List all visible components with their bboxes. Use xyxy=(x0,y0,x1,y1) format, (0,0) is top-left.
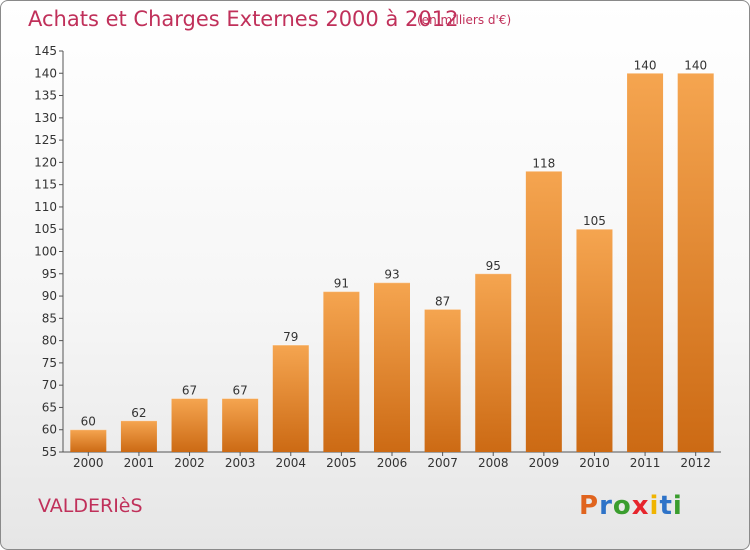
x-tick-label-2002: 2002 xyxy=(174,456,205,470)
y-tick-label: 100 xyxy=(34,245,57,259)
x-tick-label-2000: 2000 xyxy=(73,456,104,470)
y-tick-label: 145 xyxy=(34,44,57,58)
data-label-2009: 118 xyxy=(532,156,555,170)
bar-2010 xyxy=(576,229,613,452)
data-label-2003: 67 xyxy=(233,384,248,398)
commune-name: VALDERIèS xyxy=(38,495,143,517)
y-tick-label: 60 xyxy=(42,423,57,437)
data-label-2006: 93 xyxy=(384,268,399,282)
y-tick-label: 120 xyxy=(34,155,57,169)
bar-2004 xyxy=(272,345,309,452)
brand-letter: x xyxy=(631,491,650,521)
x-tick-label-2005: 2005 xyxy=(326,456,357,470)
brand-letter: o xyxy=(612,491,632,521)
bar-2012 xyxy=(677,73,714,453)
brand-letter: t xyxy=(659,491,673,521)
brand-letter: i xyxy=(649,491,660,521)
y-tick-label: 110 xyxy=(34,200,57,214)
bar-2003 xyxy=(222,398,259,452)
bar-2001 xyxy=(120,420,157,452)
y-tick-label: 80 xyxy=(42,334,57,348)
y-tick-label: 115 xyxy=(34,178,57,192)
data-label-2005: 91 xyxy=(334,277,349,291)
x-tick-label-2007: 2007 xyxy=(427,456,458,470)
bar-2002 xyxy=(171,398,208,452)
y-tick-label: 95 xyxy=(42,267,57,281)
unit-label: (en milliers d'€) xyxy=(417,13,512,27)
y-tick-label: 65 xyxy=(42,400,57,414)
data-label-2007: 87 xyxy=(435,294,450,308)
data-label-2011: 140 xyxy=(634,58,657,72)
brand-letter: P xyxy=(579,491,600,521)
data-label-2002: 67 xyxy=(182,384,197,398)
x-tick-label-2011: 2011 xyxy=(630,456,661,470)
data-label-2004: 79 xyxy=(283,330,298,344)
x-tick-label-2009: 2009 xyxy=(529,456,560,470)
y-tick-label: 125 xyxy=(34,133,57,147)
y-tick-label: 70 xyxy=(42,378,57,392)
bar-2011 xyxy=(627,73,664,453)
bar-2007 xyxy=(424,309,461,452)
x-tick-label-2012: 2012 xyxy=(680,456,711,470)
x-tick-label-2004: 2004 xyxy=(275,456,306,470)
x-tick-label-2001: 2001 xyxy=(124,456,155,470)
y-tick-label: 140 xyxy=(34,66,57,80)
x-tick-label-2003: 2003 xyxy=(225,456,256,470)
bar-2005 xyxy=(323,291,360,452)
data-label-2010: 105 xyxy=(583,214,606,228)
y-tick-label: 130 xyxy=(34,111,57,125)
data-label-2000: 60 xyxy=(81,415,96,429)
data-label-2008: 95 xyxy=(486,259,501,273)
y-tick-label: 85 xyxy=(42,311,57,325)
data-label-2001: 62 xyxy=(131,406,146,420)
bar-2009 xyxy=(525,171,562,453)
y-tick-label: 105 xyxy=(34,222,57,236)
x-tick-label-2008: 2008 xyxy=(478,456,509,470)
brand-letter: i xyxy=(672,491,683,521)
y-tick-label: 75 xyxy=(42,356,57,370)
x-tick-label-2010: 2010 xyxy=(579,456,610,470)
chart-title: Achats et Charges Externes 2000 à 2012 xyxy=(28,7,459,31)
proxiti-logo[interactable]: Proxiti xyxy=(579,491,683,521)
bar-2000 xyxy=(70,429,107,452)
x-tick-label-2006: 2006 xyxy=(377,456,408,470)
bar-2008 xyxy=(475,273,512,452)
y-tick-label: 55 xyxy=(42,445,57,459)
y-tick-label: 90 xyxy=(42,289,57,303)
brand-letter: r xyxy=(599,491,613,521)
data-label-2012: 140 xyxy=(684,58,707,72)
bar-2006 xyxy=(374,282,410,452)
y-tick-label: 135 xyxy=(34,89,57,103)
